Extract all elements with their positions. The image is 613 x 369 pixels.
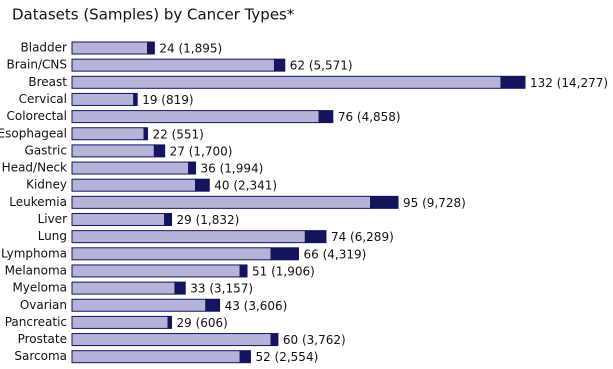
category-label: Lymphoma — [1, 246, 67, 260]
bar-segment — [174, 281, 186, 295]
value-label: 51 (1,906) — [252, 264, 315, 278]
bar-segment — [273, 58, 286, 72]
bar-segment — [71, 281, 176, 295]
bar-segment — [153, 144, 166, 158]
chart-title: Datasets (Samples) by Cancer Types* — [12, 6, 295, 24]
bar-segment — [71, 178, 197, 192]
bar-segment — [71, 315, 169, 329]
bar-segment — [167, 315, 173, 329]
value-label: 43 (3,606) — [225, 299, 288, 313]
bar-segment — [71, 75, 502, 89]
bar-segment — [164, 213, 173, 226]
bar-segment — [71, 161, 190, 175]
value-label: 52 (2,554) — [255, 350, 318, 364]
bar-segment — [195, 178, 210, 192]
bar-segment — [71, 127, 145, 141]
value-label: 62 (5,571) — [290, 59, 353, 73]
category-label: Leukemia — [9, 195, 67, 209]
value-label: 66 (4,319) — [304, 247, 367, 261]
category-label: Cervical — [19, 92, 67, 106]
category-label: Myeloma — [12, 281, 67, 295]
value-label: 74 (6,289) — [331, 230, 394, 244]
bar-segment — [239, 264, 248, 278]
category-label: Melanoma — [5, 263, 67, 277]
bar-segment — [71, 213, 166, 226]
bar-segment — [304, 230, 327, 244]
bar-segment — [71, 264, 241, 278]
category-label: Liver — [38, 212, 68, 226]
value-label: 19 (819) — [142, 93, 193, 107]
bar-segment — [270, 247, 299, 261]
category-label: Gastric — [25, 143, 67, 157]
bar-segment — [143, 127, 148, 141]
bar-segment — [318, 110, 334, 124]
category-label: Pancreatic — [5, 315, 67, 329]
bar-segment — [370, 195, 399, 209]
category-label: Colorectal — [7, 109, 67, 123]
bar-segment — [71, 92, 135, 106]
value-label: 33 (3,157) — [190, 282, 253, 296]
bar-segment — [71, 230, 306, 244]
bar-segment — [71, 110, 320, 124]
value-label: 76 (4,858) — [338, 110, 401, 124]
category-label: Prostate — [18, 332, 67, 346]
value-label: 24 (1,895) — [159, 42, 222, 56]
bar-segment — [71, 333, 272, 347]
category-label: Head/Neck — [2, 161, 67, 175]
bar-segment — [239, 350, 251, 364]
bar-segment — [71, 41, 148, 55]
bar-segment — [188, 161, 197, 175]
value-label: 40 (2,341) — [214, 179, 277, 193]
category-label: Bladder — [21, 41, 68, 55]
category-label: Sarcoma — [14, 349, 67, 363]
bar-segment — [71, 350, 241, 364]
category-label: Lung — [38, 229, 67, 243]
bar-segment — [133, 92, 138, 106]
category-label: Ovarian — [20, 298, 67, 312]
bar-segment — [71, 298, 207, 312]
value-label: 95 (9,728) — [403, 196, 466, 210]
value-label: 132 (14,277) — [530, 76, 608, 90]
category-label: Breast — [28, 75, 67, 89]
category-label: Kidney — [26, 178, 67, 192]
value-label: 29 (1,832) — [177, 213, 240, 227]
bar-segment — [71, 144, 155, 158]
value-label: 60 (3,762) — [283, 333, 346, 347]
category-label: Esophageal — [0, 126, 67, 140]
bar-segment — [71, 195, 372, 209]
value-label: 36 (1,994) — [201, 162, 264, 176]
bar-segment — [270, 333, 279, 347]
bar-segment — [205, 298, 221, 312]
value-label: 22 (551) — [153, 127, 204, 141]
value-label: 29 (606) — [177, 316, 228, 330]
bar-segment — [71, 58, 275, 72]
bar-segment — [500, 75, 526, 89]
category-label: Brain/CNS — [7, 58, 67, 72]
value-label: 27 (1,700) — [170, 144, 233, 158]
bar-segment — [71, 247, 272, 261]
bar-segment — [147, 41, 155, 55]
